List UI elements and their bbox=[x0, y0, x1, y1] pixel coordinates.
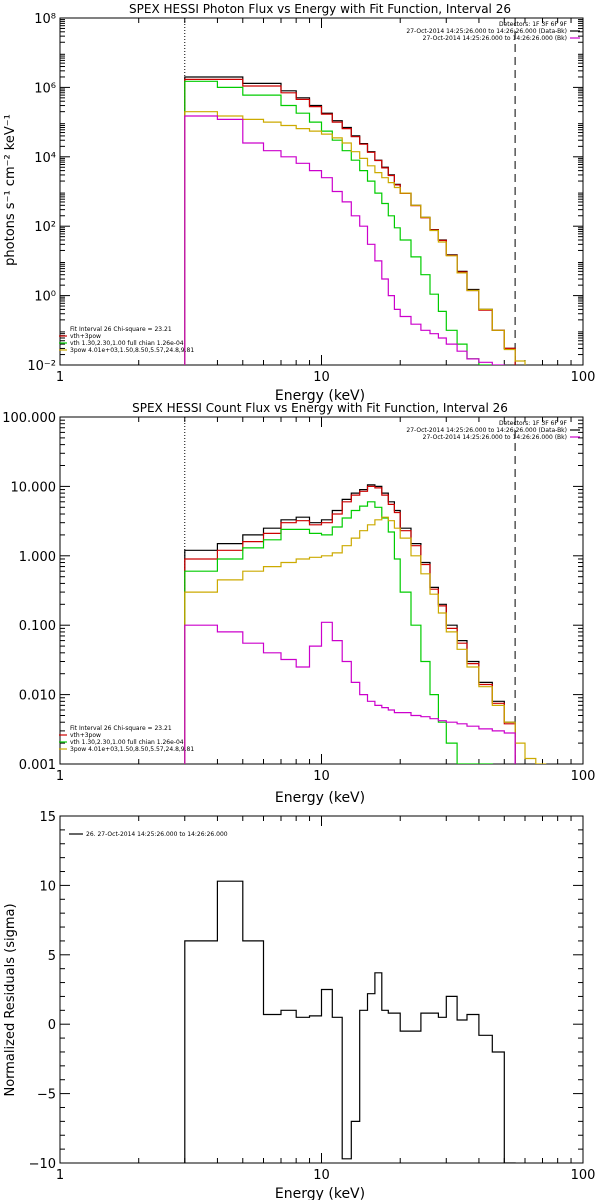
series-fit-line bbox=[184, 485, 516, 764]
legend-line: 3pow 4.01e+03,1.50,8.50,5.57,24.8,9.81 bbox=[70, 347, 194, 354]
plot-frame bbox=[59, 17, 584, 366]
legend-line: vth 1.30,2.30,1.00 full chian 1.26e-04 bbox=[70, 340, 184, 347]
residuals-xlabel: Energy (keV) bbox=[275, 1186, 365, 1200]
series-vth-line bbox=[184, 501, 493, 764]
series-3pow-line bbox=[184, 111, 526, 365]
count-flux-title: SPEX HESSI Count Flux vs Energy with Fit… bbox=[132, 401, 508, 415]
y-tick-label: 10.000 bbox=[11, 480, 57, 495]
series-data-line bbox=[184, 76, 516, 365]
residuals-ylabel: Normalized Residuals (sigma) bbox=[3, 903, 18, 1096]
photon-flux-xlabel: Energy (keV) bbox=[275, 388, 365, 404]
count-flux-xlabel: Energy (keV) bbox=[275, 790, 365, 806]
legend-line: vth+3pow bbox=[70, 333, 101, 340]
y-tick-label: −10 bbox=[29, 1157, 56, 1172]
residuals-panel: Energy (keV) Normalized Residuals (sigma… bbox=[3, 810, 595, 1200]
y-tick-label: 10⁴ bbox=[34, 151, 56, 166]
y-tick-label: 10² bbox=[34, 220, 56, 235]
x-tick-label: 100 bbox=[571, 370, 596, 385]
legend-line: vth 1.30,2.30,1.00 full chian 1.26e-04 bbox=[70, 739, 184, 746]
header-line: 27-Oct-2014 14:25:26.000 to 14:26:26.000… bbox=[406, 28, 567, 35]
series-3pow-line bbox=[184, 516, 547, 764]
series-bk-line bbox=[184, 115, 505, 365]
photon-flux-panel: SPEX HESSI Photon Flux vs Energy with Fi… bbox=[3, 2, 595, 404]
x-tick-label: 100 bbox=[571, 769, 596, 784]
y-tick-label: 10⁸ bbox=[34, 12, 56, 27]
series-residuals-line bbox=[184, 880, 516, 1163]
legend-line: 3pow 4.01e+03,1.50,8.50,5.57,24.8,9.81 bbox=[70, 746, 194, 753]
y-tick-label: 0 bbox=[48, 1018, 56, 1033]
count-flux-panel: SPEX HESSI Count Flux vs Energy with Fit… bbox=[2, 401, 595, 806]
y-tick-label: 0.100 bbox=[19, 619, 56, 634]
photon-flux-ylabel: photons s⁻¹ cm⁻² keV⁻¹ bbox=[3, 114, 18, 266]
y-tick-label: 15 bbox=[39, 810, 56, 825]
header-line: 27-Oct-2014 14:25:26.000 to 14:26:26.000… bbox=[406, 427, 567, 434]
header-line: 27-Oct-2014 14:25:26.000 to 14:26:26.000… bbox=[423, 434, 567, 441]
y-tick-label: 10⁰ bbox=[34, 290, 56, 305]
y-tick-label: 10 bbox=[39, 879, 56, 894]
series-group bbox=[184, 880, 516, 1163]
header-line: Detectors: 1F 3F 6F 9F bbox=[499, 420, 568, 427]
x-tick-label: 1 bbox=[56, 370, 64, 385]
y-tick-label: −5 bbox=[37, 1088, 56, 1103]
header-line: Detectors: 1F 3F 6F 9F bbox=[499, 21, 568, 28]
series-fit-line bbox=[184, 78, 516, 365]
x-tick-label: 10 bbox=[313, 1168, 330, 1183]
header-line: 27-Oct-2014 14:25:26.000 to 14:26:26.000… bbox=[423, 35, 567, 42]
x-tick-label: 10 bbox=[313, 769, 330, 784]
series-bk-line bbox=[184, 621, 516, 764]
x-tick-label: 1 bbox=[56, 769, 64, 784]
y-tick-label: 0.010 bbox=[19, 689, 56, 704]
y-tick-label: 100.000 bbox=[2, 411, 56, 426]
legend-line: Fit Interval 26 Chi-square = 23.21 bbox=[70, 326, 172, 333]
legend-line: Fit Interval 26 Chi-square = 23.21 bbox=[70, 725, 172, 732]
photon-flux-title: SPEX HESSI Photon Flux vs Energy with Fi… bbox=[129, 2, 511, 16]
y-tick-label: 10⁶ bbox=[34, 81, 56, 96]
legend-line: vth+3pow bbox=[70, 732, 101, 739]
y-tick-label: 1.000 bbox=[19, 550, 56, 565]
series-group bbox=[184, 76, 526, 365]
legend-line: 26. 27-Oct-2014 14:25:26.000 to 14:26:26… bbox=[86, 831, 228, 838]
x-tick-label: 1 bbox=[56, 1168, 64, 1183]
series-data-line bbox=[184, 484, 516, 764]
series-group bbox=[184, 484, 547, 764]
y-tick-label: 10⁻² bbox=[27, 359, 56, 374]
y-tick-label: 5 bbox=[48, 949, 56, 964]
x-tick-label: 10 bbox=[313, 370, 330, 385]
series-vth-line bbox=[184, 80, 493, 365]
x-tick-label: 100 bbox=[571, 1168, 596, 1183]
y-tick-label: 0.001 bbox=[19, 758, 56, 773]
